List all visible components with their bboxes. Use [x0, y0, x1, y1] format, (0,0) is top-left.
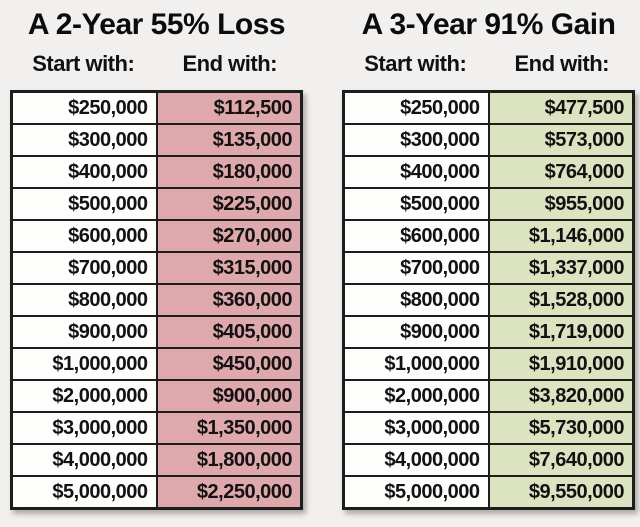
table-row: $3,000,000 $1,350,000	[10, 411, 303, 445]
end-value-cell: $573,000	[487, 123, 635, 157]
start-value-cell: $900,000	[342, 315, 490, 349]
start-value-cell: $4,000,000	[342, 443, 490, 477]
start-value-cell: $1,000,000	[10, 347, 158, 381]
start-value-cell: $300,000	[342, 123, 490, 157]
start-value-cell: $700,000	[342, 251, 490, 285]
table-row: $400,000 $180,000	[10, 155, 303, 189]
end-value-cell: $112,500	[155, 90, 303, 125]
start-value-cell: $5,000,000	[342, 475, 490, 510]
start-value-cell: $250,000	[342, 90, 490, 125]
table-row: $800,000 $360,000	[10, 283, 303, 317]
gain-end-with-header: End with:	[514, 51, 610, 76]
table-row: $250,000 $112,500	[10, 90, 303, 125]
start-value-cell: $2,000,000	[342, 379, 490, 413]
end-value-cell: $1,800,000	[155, 443, 303, 477]
table-row: $250,000 $477,500	[342, 90, 635, 125]
table-row: $600,000 $270,000	[10, 219, 303, 253]
table-row: $500,000 $955,000	[342, 187, 635, 221]
table-row: $1,000,000 $450,000	[10, 347, 303, 381]
start-value-cell: $400,000	[342, 155, 490, 189]
end-value-cell: $3,820,000	[487, 379, 635, 413]
end-value-cell: $1,337,000	[487, 251, 635, 285]
start-value-cell: $4,000,000	[10, 443, 158, 477]
gain-table: $250,000 $477,500 $300,000 $573,000 $400,000…	[342, 90, 635, 510]
loss-end-with-header: End with:	[182, 51, 278, 76]
end-value-cell: $405,000	[155, 315, 303, 349]
start-value-cell: $700,000	[10, 251, 158, 285]
table-row: $700,000 $1,337,000	[342, 251, 635, 285]
table-row: $5,000,000 $2,250,000	[10, 475, 303, 510]
end-value-cell: $1,528,000	[487, 283, 635, 317]
gain-table-panel: A 3-Year 91% Gain Start with: End with: …	[342, 0, 635, 510]
start-value-cell: $5,000,000	[10, 475, 158, 510]
table-row: $3,000,000 $5,730,000	[342, 411, 635, 445]
gain-table-title: A 3-Year 91% Gain	[361, 8, 616, 41]
table-row: $1,000,000 $1,910,000	[342, 347, 635, 381]
end-value-cell: $1,350,000	[155, 411, 303, 445]
table-row: $900,000 $405,000	[10, 315, 303, 349]
table-row: $2,000,000 $900,000	[10, 379, 303, 413]
end-value-cell: $180,000	[155, 155, 303, 189]
gain-column-headers: Start with: End with:	[342, 50, 635, 78]
table-row: $600,000 $1,146,000	[342, 219, 635, 253]
table-row: $4,000,000 $1,800,000	[10, 443, 303, 477]
start-value-cell: $800,000	[10, 283, 158, 317]
end-value-cell: $477,500	[487, 90, 635, 125]
end-value-cell: $900,000	[155, 379, 303, 413]
table-row: $400,000 $764,000	[342, 155, 635, 189]
start-value-cell: $1,000,000	[342, 347, 490, 381]
start-value-cell: $400,000	[10, 155, 158, 189]
start-value-cell: $800,000	[342, 283, 490, 317]
loss-table-panel: A 2-Year 55% Loss Start with: End with: …	[10, 0, 303, 510]
end-value-cell: $1,719,000	[487, 315, 635, 349]
end-value-cell: $1,910,000	[487, 347, 635, 381]
start-value-cell: $600,000	[10, 219, 158, 253]
start-value-cell: $900,000	[10, 315, 158, 349]
start-value-cell: $500,000	[10, 187, 158, 221]
loss-column-headers: Start with: End with:	[10, 50, 303, 78]
end-value-cell: $1,146,000	[487, 219, 635, 253]
end-value-cell: $2,250,000	[155, 475, 303, 510]
end-value-cell: $360,000	[155, 283, 303, 317]
start-value-cell: $600,000	[342, 219, 490, 253]
end-value-cell: $955,000	[487, 187, 635, 221]
gain-start-with-header: Start with:	[364, 51, 467, 76]
end-value-cell: $5,730,000	[487, 411, 635, 445]
table-row: $300,000 $135,000	[10, 123, 303, 157]
table-row: $500,000 $225,000	[10, 187, 303, 221]
start-value-cell: $2,000,000	[10, 379, 158, 413]
start-value-cell: $300,000	[10, 123, 158, 157]
table-row: $900,000 $1,719,000	[342, 315, 635, 349]
table-row: $700,000 $315,000	[10, 251, 303, 285]
start-value-cell: $250,000	[10, 90, 158, 125]
end-value-cell: $9,550,000	[487, 475, 635, 510]
table-row: $4,000,000 $7,640,000	[342, 443, 635, 477]
end-value-cell: $315,000	[155, 251, 303, 285]
start-value-cell: $3,000,000	[342, 411, 490, 445]
end-value-cell: $764,000	[487, 155, 635, 189]
end-value-cell: $225,000	[155, 187, 303, 221]
end-value-cell: $135,000	[155, 123, 303, 157]
loss-table-title: A 2-Year 55% Loss	[27, 8, 286, 41]
end-value-cell: $450,000	[155, 347, 303, 381]
loss-table: $250,000 $112,500 $300,000 $135,000 $400,000…	[10, 90, 303, 510]
table-row: $5,000,000 $9,550,000	[342, 475, 635, 510]
loss-start-with-header: Start with:	[32, 51, 135, 76]
end-value-cell: $7,640,000	[487, 443, 635, 477]
table-row: $300,000 $573,000	[342, 123, 635, 157]
end-value-cell: $270,000	[155, 219, 303, 253]
start-value-cell: $500,000	[342, 187, 490, 221]
table-row: $800,000 $1,528,000	[342, 283, 635, 317]
start-value-cell: $3,000,000	[10, 411, 158, 445]
table-row: $2,000,000 $3,820,000	[342, 379, 635, 413]
